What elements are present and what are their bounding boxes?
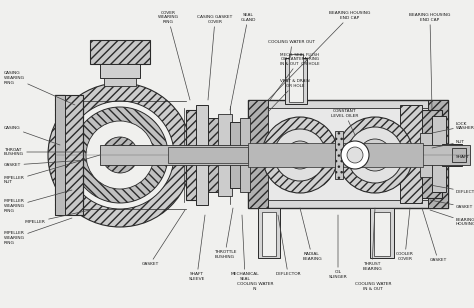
Bar [55, 95, 83, 215]
Text: GASKET: GASKET [422, 208, 447, 262]
Bar [186, 110, 206, 200]
Bar [268, 108, 428, 200]
Bar [420, 110, 442, 198]
Bar [289, 54, 303, 102]
Text: SHAFT: SHAFT [456, 155, 470, 159]
Bar [335, 131, 343, 179]
Text: SHAFT
SLEEVE: SHAFT SLEEVE [189, 215, 205, 281]
Bar [100, 145, 470, 165]
Bar [420, 147, 432, 163]
Bar [452, 148, 466, 162]
Text: CONSTANT
LEVEL OILER: CONSTANT LEVEL OILER [331, 109, 359, 135]
Circle shape [262, 117, 338, 193]
Text: COOLING WATER
IN & OUT: COOLING WATER IN & OUT [355, 282, 391, 291]
Text: COOLING WATER
IN: COOLING WATER IN [237, 282, 273, 291]
Text: COOLER
COVER: COOLER COVER [396, 208, 414, 261]
Bar [100, 64, 140, 78]
Text: COVER
WEARING
RING: COVER WEARING RING [157, 11, 190, 100]
Bar [442, 144, 462, 166]
Text: DEFLECTOR: DEFLECTOR [430, 185, 474, 194]
Bar [248, 100, 268, 208]
Bar [218, 114, 232, 196]
Text: GASKET: GASKET [430, 200, 473, 209]
Text: CASING
WEARING
RING: CASING WEARING RING [4, 71, 75, 105]
Text: BEARING
HOUSING: BEARING HOUSING [430, 210, 474, 226]
Circle shape [359, 139, 391, 171]
Text: COOLING WATER OUT: COOLING WATER OUT [268, 40, 316, 58]
Text: OIL
SLINGER: OIL SLINGER [328, 215, 347, 279]
Bar [55, 95, 65, 215]
Text: THROAT
BUSHING: THROAT BUSHING [4, 148, 87, 156]
Text: IMPELLER
WEARING
RING: IMPELLER WEARING RING [4, 218, 72, 245]
Bar [168, 147, 248, 163]
Circle shape [347, 147, 363, 163]
Text: MECHANICAL
SEAL: MECHANICAL SEAL [231, 215, 259, 281]
Text: NUT: NUT [432, 140, 465, 148]
Bar [208, 118, 230, 192]
Circle shape [66, 101, 174, 209]
Text: BEARING HOUSING
END CAP: BEARING HOUSING END CAP [410, 14, 451, 110]
Bar [258, 208, 280, 258]
Text: THROTTLE
BUSHING: THROTTLE BUSHING [214, 208, 236, 259]
Circle shape [337, 117, 413, 193]
Text: LOCK
WASHER: LOCK WASHER [432, 122, 474, 133]
Bar [432, 116, 446, 192]
Bar [196, 105, 208, 205]
Circle shape [48, 83, 192, 227]
Circle shape [341, 141, 369, 169]
Bar [400, 105, 422, 203]
Text: IMPELLER
NUT: IMPELLER NUT [4, 155, 100, 184]
Text: MECH. SEAL FLUSH
OR LANTERN RING
IN & OUT  OR HOLE: MECH. SEAL FLUSH OR LANTERN RING IN & OU… [270, 53, 320, 100]
Bar [420, 133, 432, 147]
Bar [374, 212, 390, 256]
Circle shape [286, 141, 314, 169]
Bar [104, 78, 136, 86]
Bar [428, 100, 448, 208]
Bar [262, 212, 276, 256]
Text: DEFLECTOR: DEFLECTOR [275, 215, 301, 276]
Circle shape [72, 107, 168, 203]
Bar [420, 163, 432, 177]
Text: SEAL
GLAND: SEAL GLAND [230, 14, 255, 110]
Text: GASKET: GASKET [141, 210, 185, 266]
Text: CASING: CASING [4, 126, 60, 145]
Circle shape [110, 145, 130, 165]
Bar [90, 40, 150, 64]
Text: IMPELLER
WEARING
RING: IMPELLER WEARING RING [4, 190, 72, 213]
Text: THRUST
BEARING: THRUST BEARING [362, 208, 382, 271]
Text: BEARING HOUSING
END CAP: BEARING HOUSING END CAP [268, 11, 371, 100]
Circle shape [102, 137, 138, 173]
Text: GASKET: GASKET [4, 160, 87, 167]
Bar [248, 100, 448, 208]
Bar [370, 208, 394, 258]
Bar [240, 118, 250, 192]
Circle shape [86, 121, 154, 189]
Text: RADIAL
BEARING: RADIAL BEARING [300, 208, 322, 261]
Circle shape [347, 127, 403, 183]
Circle shape [274, 129, 326, 181]
Bar [285, 58, 307, 104]
Text: CASING GASKET
COVER: CASING GASKET COVER [197, 15, 233, 100]
Text: VENT & DRAIN
OR HOLE: VENT & DRAIN OR HOLE [268, 79, 310, 112]
Bar [248, 143, 423, 167]
Bar [230, 122, 248, 188]
Text: IMPELLER: IMPELLER [25, 210, 90, 224]
